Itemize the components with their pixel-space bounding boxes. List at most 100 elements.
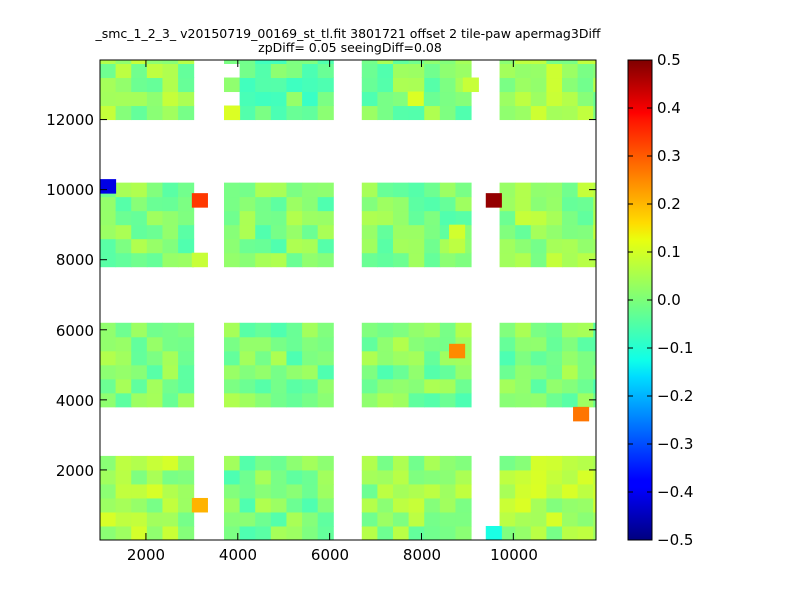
heatmap-cell bbox=[115, 60, 132, 64]
heatmap-cell bbox=[562, 77, 579, 93]
heatmap-cell bbox=[178, 378, 195, 394]
heatmap-cell bbox=[162, 238, 179, 254]
heatmap-cell bbox=[100, 392, 117, 408]
heatmap-cell bbox=[593, 469, 597, 485]
heatmap-cell bbox=[377, 455, 394, 471]
heatmap-cell bbox=[593, 91, 597, 107]
heatmap-cell bbox=[286, 336, 303, 352]
heatmap-cell bbox=[593, 378, 597, 394]
heatmap-cell bbox=[115, 350, 132, 366]
heatmap-cell bbox=[100, 350, 117, 366]
heatmap-cell bbox=[146, 63, 163, 79]
heatmap-cell bbox=[239, 322, 256, 338]
heatmap-cell bbox=[317, 469, 334, 485]
heatmap-cell bbox=[530, 196, 547, 212]
heatmap-cell bbox=[162, 63, 179, 79]
heatmap-cell bbox=[424, 224, 441, 240]
heatmap-cell bbox=[302, 77, 319, 93]
heatmap-cell bbox=[499, 210, 516, 226]
heatmap-cell bbox=[317, 238, 334, 254]
heatmap-cell bbox=[499, 364, 516, 380]
heatmap-cell bbox=[317, 252, 334, 268]
heatmap-cell bbox=[530, 210, 547, 226]
heatmap-cell bbox=[162, 210, 179, 226]
heatmap-cell bbox=[317, 336, 334, 352]
heatmap-cell bbox=[286, 350, 303, 366]
heatmap-cell bbox=[146, 483, 163, 499]
heatmap-cell bbox=[270, 497, 287, 513]
heatmap-cell bbox=[224, 483, 241, 499]
heatmap-cell bbox=[499, 77, 516, 93]
heatmap-cell bbox=[577, 91, 594, 107]
heatmap-cell bbox=[361, 378, 378, 394]
heatmap-cell bbox=[377, 483, 394, 499]
heatmap-cell bbox=[317, 483, 334, 499]
heatmap-cell bbox=[449, 343, 466, 359]
heatmap-cell bbox=[546, 350, 563, 366]
heatmap-cell bbox=[317, 210, 334, 226]
heatmap-cell bbox=[593, 483, 597, 499]
heatmap-cell bbox=[162, 497, 179, 513]
heatmap-cell bbox=[255, 483, 272, 499]
heatmap-cell bbox=[361, 364, 378, 380]
heatmap-cell bbox=[424, 91, 441, 107]
colorbar-tick-label: 0.3 bbox=[657, 147, 681, 165]
heatmap-cell bbox=[115, 238, 132, 254]
heatmap-cell bbox=[146, 525, 163, 541]
heatmap-cell bbox=[255, 336, 272, 352]
heatmap-cell bbox=[100, 525, 117, 541]
heatmap-cell bbox=[317, 455, 334, 471]
heatmap-cell bbox=[455, 105, 472, 121]
heatmap-cell bbox=[562, 497, 579, 513]
heatmap-cell bbox=[224, 77, 241, 93]
heatmap-cell bbox=[424, 63, 441, 79]
heatmap-cell bbox=[546, 392, 563, 408]
heatmap-cell bbox=[131, 511, 148, 527]
heatmap-cell bbox=[593, 238, 597, 254]
heatmap-cell bbox=[499, 322, 516, 338]
heatmap-cell bbox=[455, 182, 472, 198]
heatmap-cell bbox=[317, 91, 334, 107]
heatmap-cell bbox=[546, 63, 563, 79]
heatmap-cell bbox=[393, 511, 410, 527]
heatmap-cell bbox=[562, 525, 579, 541]
heatmap-cell bbox=[239, 378, 256, 394]
heatmap-cell bbox=[270, 392, 287, 408]
heatmap-cell bbox=[449, 238, 466, 254]
heatmap-cell bbox=[100, 483, 117, 499]
heatmap-cell bbox=[562, 196, 579, 212]
heatmap-cell bbox=[515, 91, 532, 107]
heatmap-cell bbox=[393, 469, 410, 485]
heatmap-cell bbox=[302, 224, 319, 240]
heatmap-cell bbox=[178, 455, 195, 471]
heatmap-cell bbox=[286, 63, 303, 79]
heatmap-cell bbox=[593, 364, 597, 380]
heatmap-cell bbox=[393, 336, 410, 352]
heatmap-cell bbox=[577, 238, 594, 254]
heatmap-cell bbox=[302, 455, 319, 471]
heatmap-cell bbox=[302, 511, 319, 527]
heatmap-cell bbox=[131, 182, 148, 198]
heatmap-cell bbox=[100, 322, 117, 338]
heatmap-cell bbox=[270, 238, 287, 254]
heatmap-cell bbox=[393, 238, 410, 254]
heatmap-cell bbox=[162, 364, 179, 380]
heatmap-cell bbox=[377, 336, 394, 352]
heatmap-cell bbox=[377, 210, 394, 226]
heatmap-cell bbox=[530, 525, 547, 541]
heatmap-cell bbox=[162, 378, 179, 394]
heatmap-cell bbox=[239, 60, 256, 64]
heatmap-cell bbox=[162, 511, 179, 527]
heatmap-cell bbox=[393, 105, 410, 121]
heatmap-cell bbox=[286, 196, 303, 212]
heatmap-cell bbox=[224, 378, 241, 394]
heatmap-cell bbox=[255, 511, 272, 527]
heatmap-cell bbox=[377, 350, 394, 366]
heatmap-cell bbox=[515, 336, 532, 352]
heatmap-cell bbox=[593, 455, 597, 471]
heatmap-cell bbox=[439, 105, 456, 121]
heatmap-cell bbox=[100, 511, 117, 527]
heatmap-cell bbox=[408, 392, 425, 408]
heatmap-cell bbox=[146, 455, 163, 471]
heatmap-cell bbox=[224, 182, 241, 198]
